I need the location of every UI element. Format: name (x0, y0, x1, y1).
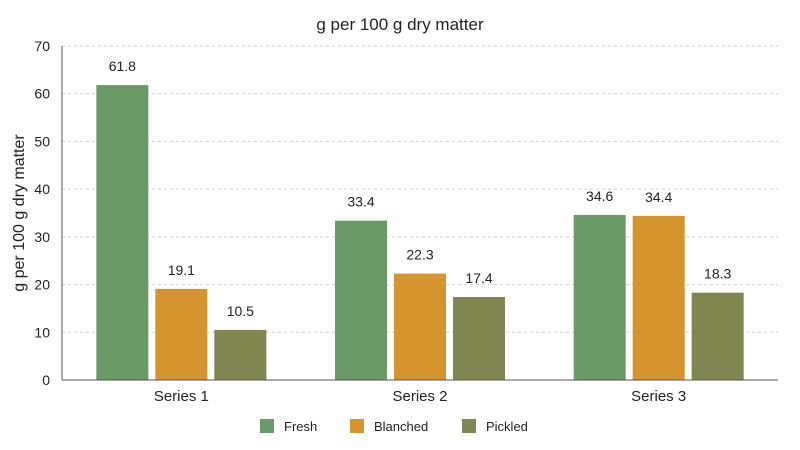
legend-label-blanched: Blanched (374, 419, 428, 434)
y-tick-label: 60 (34, 86, 50, 102)
data-label: 61.8 (109, 58, 136, 74)
bar-blanched-1 (155, 288, 208, 380)
y-axis-label: g per 100 g dry matter (11, 134, 28, 292)
y-tick-label: 0 (42, 372, 50, 388)
data-label: 22.3 (406, 247, 433, 263)
data-label: 33.4 (347, 194, 374, 210)
data-label: 19.1 (168, 262, 195, 278)
bars-layer: 61.8 19.1 10.5 33.4 22.3 17.4 34.6 34.4 18.3 (96, 58, 744, 380)
bar-fresh-3 (573, 214, 626, 380)
legend-label-fresh: Fresh (284, 419, 317, 434)
axis-layer: 0 10 20 30 40 50 60 70 Series 1 Series 2 Series 3 (34, 38, 778, 405)
bar-fresh-1 (96, 85, 149, 380)
data-label: 18.3 (704, 266, 731, 282)
y-tick-label: 70 (34, 38, 50, 54)
x-tick-label: Series 3 (631, 388, 686, 405)
y-tick-label: 40 (34, 181, 50, 197)
legend: Fresh Blanched Pickled (260, 419, 528, 434)
data-label: 34.6 (586, 188, 613, 204)
legend-label-pickled: Pickled (486, 419, 528, 434)
bar-fresh-2 (335, 220, 387, 380)
y-tick-label: 30 (34, 229, 50, 245)
bar-blanched-3 (632, 215, 685, 380)
y-tick-label: 50 (34, 133, 50, 149)
legend-swatch-blanched (350, 419, 364, 433)
chart-title: g per 100 g dry matter (316, 15, 484, 34)
data-label: 17.4 (465, 270, 492, 286)
bar-blanched-2 (394, 273, 446, 380)
data-label: 34.4 (645, 189, 672, 205)
bar-pickled-1 (214, 329, 267, 380)
legend-swatch-fresh (260, 419, 274, 433)
y-tick-label: 10 (34, 324, 50, 340)
x-tick-label: Series 1 (154, 388, 209, 405)
y-tick-label: 20 (34, 277, 50, 293)
data-label: 10.5 (227, 303, 254, 319)
legend-swatch-pickled (462, 419, 476, 433)
bar-pickled-3 (691, 292, 744, 380)
x-tick-label: Series 2 (392, 388, 447, 405)
bar-pickled-2 (453, 296, 505, 380)
